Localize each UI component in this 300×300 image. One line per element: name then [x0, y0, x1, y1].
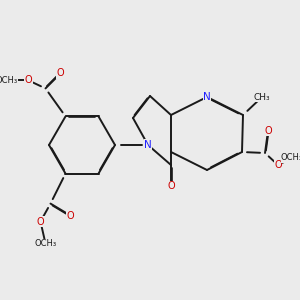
Text: CH₃: CH₃ [254, 92, 270, 101]
Text: OCH₃: OCH₃ [34, 239, 57, 248]
Text: O: O [25, 75, 32, 85]
Text: O: O [37, 217, 44, 226]
Text: O: O [67, 211, 74, 220]
Text: OCH₃: OCH₃ [281, 154, 300, 163]
Text: N: N [203, 92, 211, 102]
Text: O: O [167, 181, 175, 191]
Text: O: O [264, 126, 272, 136]
Text: O: O [57, 68, 64, 78]
Text: OCH₃: OCH₃ [0, 76, 18, 85]
Text: O: O [274, 160, 282, 170]
Text: N: N [144, 140, 152, 150]
